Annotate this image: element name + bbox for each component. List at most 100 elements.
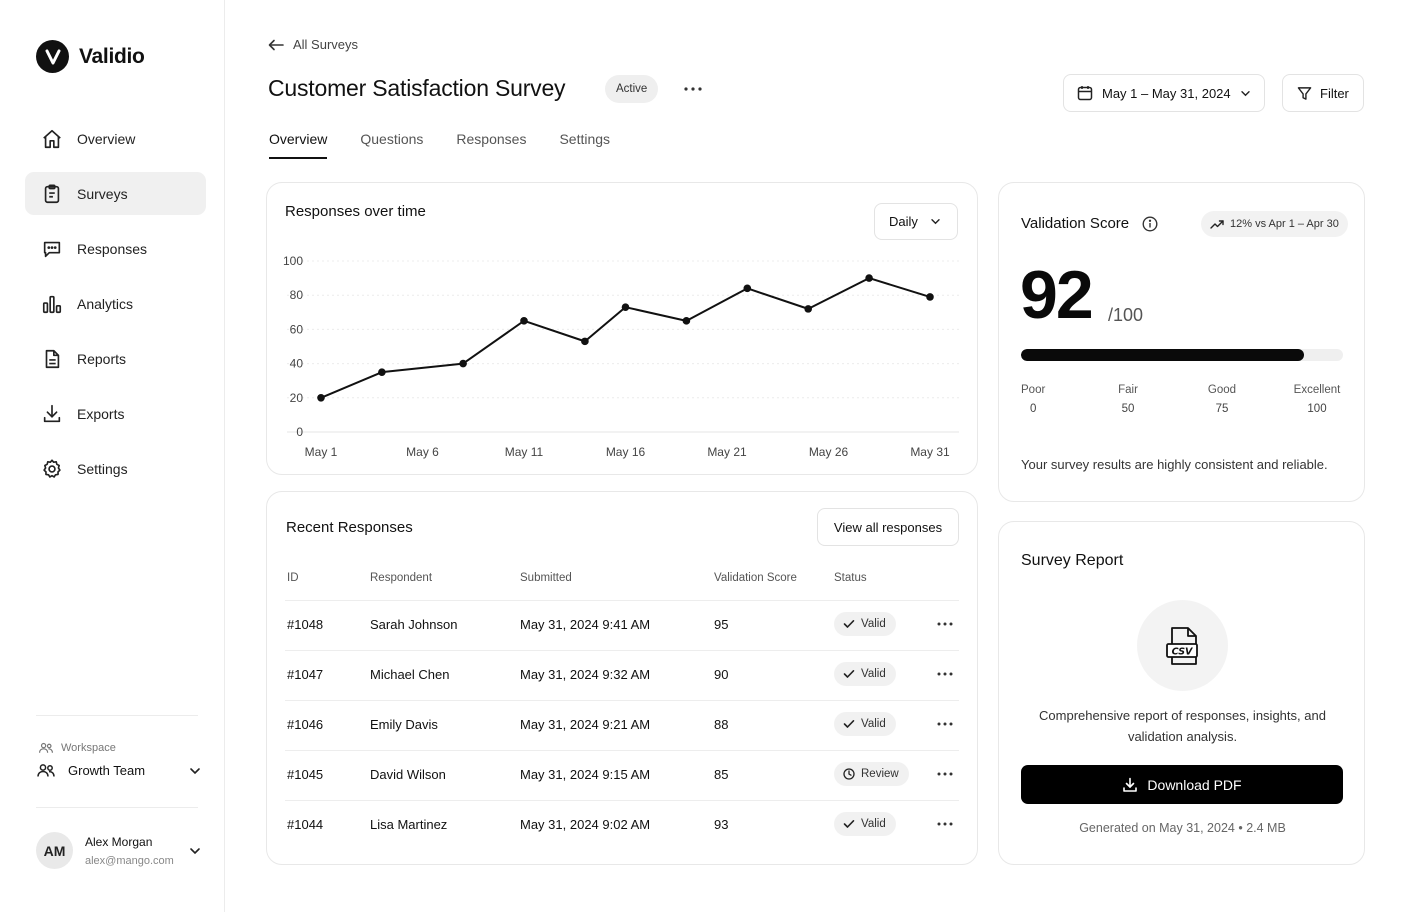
row-actions-button[interactable] <box>935 716 955 732</box>
data-point <box>520 317 528 325</box>
more-options-button[interactable] <box>682 80 704 98</box>
x-tick-label: May 21 <box>707 445 747 459</box>
column-header-respondent[interactable]: Respondent <box>370 572 433 584</box>
table-row[interactable]: #1045 David Wilson May 31, 2024 9:15 AM 85 R… <box>267 750 979 800</box>
x-tick-label: May 26 <box>809 445 849 459</box>
column-header-status[interactable]: Status <box>834 572 867 584</box>
view-all-responses-button[interactable]: View all responses <box>817 508 959 546</box>
svg-text:CSV: CSV <box>1171 646 1192 657</box>
tab-questions[interactable]: Questions <box>360 131 424 147</box>
check-icon <box>843 720 855 728</box>
responses-chart-card: 0 20 40 60 80 100 May 1 May 6 May 11 May 16 May 21… <box>266 182 978 475</box>
filter-button[interactable]: Filter <box>1282 74 1364 112</box>
table-row[interactable]: #1047 Michael Chen May 31, 2024 9:32 AM 90 V… <box>267 650 979 700</box>
y-tick-label: 80 <box>290 288 304 302</box>
logo[interactable]: Validio <box>36 40 145 73</box>
row-divider <box>285 700 959 701</box>
x-tick-label: May 6 <box>406 445 439 459</box>
y-tick-label: 0 <box>296 425 303 439</box>
back-link-label: All Surveys <box>293 37 359 52</box>
granularity-select[interactable]: Daily <box>874 203 958 240</box>
chevron-down-icon <box>190 767 200 774</box>
more-horizontal-icon <box>937 672 953 676</box>
x-tick-label: May 16 <box>606 445 646 459</box>
clock-icon <box>843 768 855 780</box>
cell-score: 90 <box>714 667 729 682</box>
sidebar-item-label: Settings <box>77 460 128 477</box>
more-horizontal-icon <box>684 87 702 91</box>
sidebar-item-responses[interactable]: Responses <box>25 227 206 270</box>
status-label: Valid <box>861 618 886 630</box>
responses-line-chart: 0 20 40 60 80 100 May 1 May 6 May 11 May 16 May 21… <box>283 254 959 459</box>
sidebar-item-settings[interactable]: Settings <box>25 447 206 490</box>
score-value: 92 <box>1020 257 1094 333</box>
workspace-switcher[interactable]: Growth Team <box>36 763 201 778</box>
sidebar-item-label: Reports <box>77 350 127 367</box>
csv-file-icon: CSV <box>1137 600 1228 691</box>
survey-report-card: Survey Report CSV Comprehensive report o… <box>998 521 1365 865</box>
data-point <box>682 317 691 325</box>
x-tick-label: May 1 <box>305 445 338 459</box>
data-point <box>317 394 325 402</box>
score-progress-bar <box>1021 349 1343 361</box>
tab-overview[interactable]: Overview <box>269 131 328 159</box>
cell-respondent: Lisa Martinez <box>370 817 448 832</box>
cell-respondent: Michael Chen <box>370 667 450 682</box>
sidebar-item-exports[interactable]: Exports <box>25 392 206 435</box>
clipboard-icon <box>44 183 60 203</box>
y-tick-label: 100 <box>283 254 303 268</box>
trend-label: 12% vs Apr 1 – Apr 30 <box>1230 218 1339 230</box>
cell-id: #1044 <box>287 817 324 832</box>
user-menu[interactable]: AM Alex Morgan alex@mango.com <box>36 832 201 869</box>
user-info: Alex Morgan alex@mango.com <box>85 835 174 867</box>
app-name: Validio <box>79 44 145 68</box>
user-name: Alex Morgan <box>85 834 153 849</box>
column-header-submitted[interactable]: Submitted <box>520 572 572 584</box>
check-icon <box>843 820 855 828</box>
sidebar-item-overview[interactable]: Overview <box>25 117 206 160</box>
info-icon[interactable] <box>1142 216 1158 232</box>
page-title: Customer Satisfaction Survey <box>268 75 566 101</box>
download-pdf-button[interactable]: Download PDF <box>1021 765 1343 804</box>
table-row[interactable]: #1048 Sarah Johnson May 31, 2024 9:41 AM 95… <box>267 600 979 650</box>
avatar: AM <box>36 832 73 869</box>
survey-report-title: Survey Report <box>1021 552 1124 569</box>
row-divider <box>285 750 959 751</box>
sidebar-item-label: Exports <box>77 405 125 422</box>
table-row[interactable]: #1044 Lisa Martinez May 31, 2024 9:02 AM 93… <box>267 800 979 850</box>
more-horizontal-icon <box>937 822 953 826</box>
data-point <box>459 359 467 368</box>
back-link[interactable]: All Surveys <box>268 37 358 52</box>
sidebar-item-label: Analytics <box>77 295 134 312</box>
workspace-name: Growth Team <box>68 763 146 778</box>
scale-good: Good 75 <box>1207 384 1237 415</box>
score-max: /100 <box>1108 305 1144 325</box>
team-icon <box>37 764 55 777</box>
sidebar-item-reports[interactable]: Reports <box>25 337 206 380</box>
status-label: Valid <box>861 668 886 680</box>
report-meta: Generated on May 31, 2024 • 2.4 MB <box>1079 821 1286 835</box>
tab-responses[interactable]: Responses <box>456 131 527 147</box>
data-point <box>804 305 812 313</box>
sidebar-item-analytics[interactable]: Analytics <box>25 282 206 325</box>
score-note: Your survey results are highly consisten… <box>1021 457 1328 472</box>
data-point <box>743 284 752 293</box>
scale-poor: Poor 0 <box>1021 384 1046 415</box>
chevron-down-icon <box>1241 90 1250 96</box>
sidebar-item-surveys[interactable]: Surveys <box>25 172 206 215</box>
divider <box>36 807 198 808</box>
date-range-picker[interactable]: May 1 – May 31, 2024 <box>1063 74 1265 112</box>
row-actions-button[interactable] <box>935 816 955 832</box>
column-header-id[interactable]: ID <box>287 572 299 584</box>
row-actions-button[interactable] <box>935 766 955 782</box>
scale-fair: Fair 50 <box>1118 384 1138 415</box>
y-tick-label: 20 <box>290 391 304 405</box>
chevron-down-icon <box>190 847 200 854</box>
column-header-validation-score[interactable]: Validation Score <box>714 572 797 584</box>
status-badge: Valid <box>834 712 896 736</box>
tab-settings[interactable]: Settings <box>559 131 611 147</box>
sidebar: Validio Overview Surveys Responses Analy… <box>0 0 225 912</box>
table-row[interactable]: #1046 Emily Davis May 31, 2024 9:21 AM 88 Va… <box>267 700 979 750</box>
row-actions-button[interactable] <box>935 666 955 682</box>
row-actions-button[interactable] <box>935 616 955 632</box>
